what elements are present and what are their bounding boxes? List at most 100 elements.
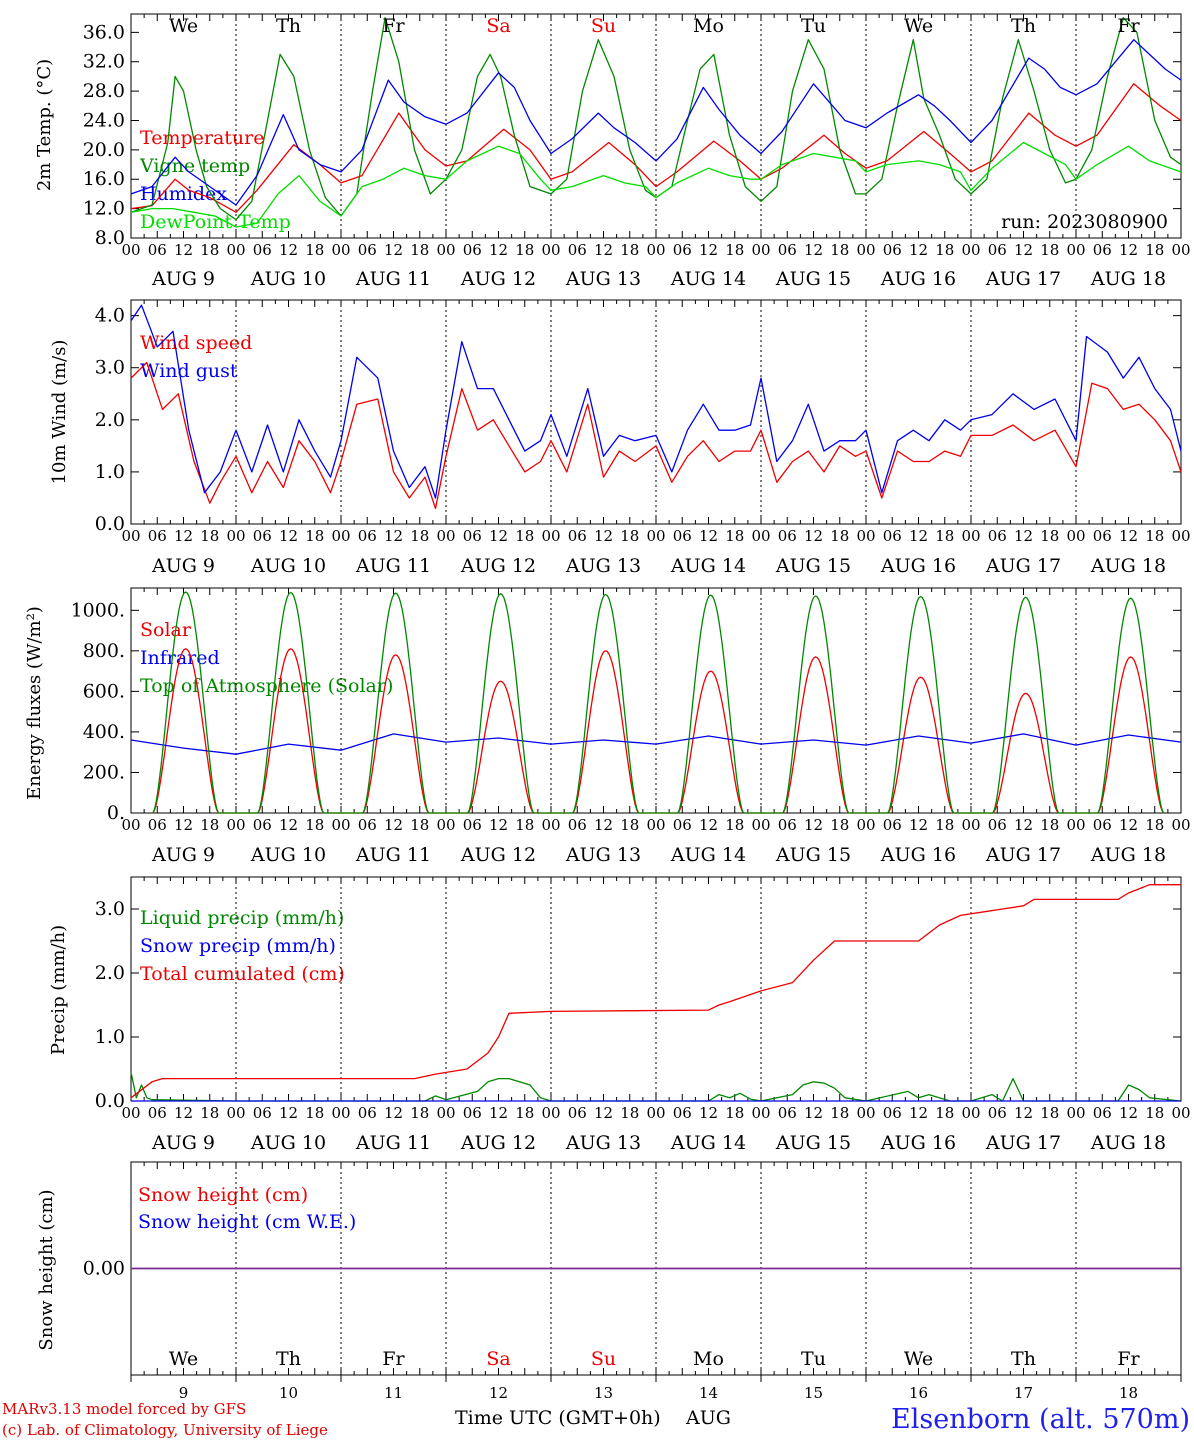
hour-tick-label: 06 bbox=[253, 816, 272, 834]
hour-tick-label: 12 bbox=[804, 816, 823, 834]
y-tick-label: 12.0 bbox=[83, 198, 125, 220]
hour-tick-label: 00 bbox=[121, 1104, 140, 1122]
hour-tick-label: 06 bbox=[778, 1104, 797, 1122]
hour-tick-label: 18 bbox=[200, 241, 219, 259]
hour-tick-label: 00 bbox=[436, 816, 455, 834]
hour-tick-label: 00 bbox=[436, 1104, 455, 1122]
hour-tick-label: 18 bbox=[410, 527, 429, 545]
date-label: AUG 12 bbox=[460, 555, 536, 577]
hour-tick-label: 00 bbox=[1066, 241, 1085, 259]
y-tick-label: 4.0 bbox=[95, 305, 125, 327]
legend-snow-height-we: Snow height (cm W.E.) bbox=[138, 1211, 356, 1233]
hour-tick-label: 06 bbox=[883, 527, 902, 545]
hour-tick-label: 18 bbox=[200, 816, 219, 834]
hour-tick-label: 12 bbox=[384, 527, 403, 545]
day-number-labels: 9 10 11 12 13 14 15 16 17 18 bbox=[130, 1375, 1182, 1402]
hour-tick-label: 00 bbox=[1066, 527, 1085, 545]
hour-tick-label: 00 bbox=[331, 241, 350, 259]
series-line-vigne-temp bbox=[130, 17, 1182, 221]
day-number-label: 16 bbox=[909, 1384, 928, 1402]
hour-tick-label: 00 bbox=[541, 527, 560, 545]
series-line-total-cumulated-cm bbox=[130, 884, 1181, 1099]
date-label: AUG 9 bbox=[151, 1132, 215, 1154]
hour-tick-label: 12 bbox=[804, 1104, 823, 1122]
legend-vigne-temp: Vigne temp bbox=[139, 155, 250, 177]
hour-tick-label: 12 bbox=[699, 816, 718, 834]
date-label: AUG 12 bbox=[460, 1132, 536, 1154]
hour-tick-label: 12 bbox=[909, 241, 928, 259]
y-tick-label: 8.0 bbox=[95, 227, 125, 249]
date-label: AUG 9 bbox=[151, 268, 215, 290]
hour-tick-label: 00 bbox=[646, 1104, 665, 1122]
date-label: AUG 16 bbox=[880, 555, 956, 577]
weekday-label: Tu bbox=[801, 15, 826, 37]
hour-tick-label: 18 bbox=[830, 1104, 849, 1122]
hour-tick-label: 12 bbox=[1014, 816, 1033, 834]
hour-tick-label: 18 bbox=[830, 241, 849, 259]
hour-tick-label: 06 bbox=[988, 527, 1007, 545]
date-label: AUG 12 bbox=[460, 844, 536, 866]
hour-tick-label: 12 bbox=[489, 1104, 508, 1122]
hour-tick-label: 06 bbox=[463, 816, 482, 834]
hour-tick-label: 12 bbox=[174, 1104, 193, 1122]
hour-tick-label: 06 bbox=[673, 1104, 692, 1122]
date-label: AUG 14 bbox=[670, 268, 746, 290]
hour-tick-label: 12 bbox=[699, 241, 718, 259]
hour-tick-label: 00 bbox=[646, 241, 665, 259]
legend-wind-gust: Wind gust bbox=[140, 360, 238, 382]
day-number-label: 18 bbox=[1119, 1384, 1138, 1402]
date-label: AUG 11 bbox=[355, 1132, 431, 1154]
y-tick-label: 200. bbox=[83, 761, 125, 783]
hour-tick-label: 00 bbox=[1066, 1104, 1085, 1122]
hour-tick-label: 12 bbox=[279, 816, 298, 834]
hour-tick-label: 12 bbox=[174, 241, 193, 259]
hour-tick-label: 12 bbox=[909, 1104, 928, 1122]
weekday-label: We bbox=[169, 15, 198, 37]
hour-tick-label: 12 bbox=[699, 1104, 718, 1122]
hour-tick-label: 06 bbox=[148, 527, 167, 545]
precip-panel: Precip (mm/h) Liquid precip (mm/h) Snow … bbox=[48, 907, 345, 1055]
date-label: AUG 10 bbox=[250, 268, 326, 290]
y-tick-label: 2.0 bbox=[95, 962, 125, 984]
hour-tick-label: 18 bbox=[935, 1104, 954, 1122]
hour-tick-label: 06 bbox=[463, 241, 482, 259]
hour-tick-label: 00 bbox=[856, 1104, 875, 1122]
hour-tick-label: 06 bbox=[568, 527, 587, 545]
hour-tick-label: 18 bbox=[1145, 1104, 1164, 1122]
hour-tick-label: 06 bbox=[253, 1104, 272, 1122]
hour-tick-label: 00 bbox=[331, 1104, 350, 1122]
y-tick-label: 0.0 bbox=[95, 1090, 125, 1112]
hour-tick-label: 06 bbox=[568, 816, 587, 834]
hour-tick-label: 06 bbox=[883, 1104, 902, 1122]
hour-tick-label: 00 bbox=[961, 527, 980, 545]
date-label: AUG 17 bbox=[985, 268, 1061, 290]
hour-tick-label: 06 bbox=[568, 241, 587, 259]
hour-tick-label: 12 bbox=[489, 527, 508, 545]
hour-tick-label: 00 bbox=[751, 816, 770, 834]
weekday-label: Fr bbox=[1117, 1348, 1140, 1370]
day-number-label: 10 bbox=[279, 1384, 298, 1402]
hour-tick-label: 18 bbox=[200, 1104, 219, 1122]
x-axis-label: Time UTC (GMT+0h) bbox=[455, 1407, 661, 1429]
hour-tick-label: 18 bbox=[620, 816, 639, 834]
y-tick-label: 32.0 bbox=[83, 51, 125, 73]
weekday-label: Mo bbox=[693, 1348, 724, 1370]
y-tick-label: 800. bbox=[83, 640, 125, 662]
weekday-labels-bottom: We Th Fr Sa Su Mo Tu We Th Fr bbox=[169, 1348, 1141, 1370]
date-label: AUG 14 bbox=[670, 1132, 746, 1154]
hour-tick-label: 18 bbox=[1145, 816, 1164, 834]
snow-ylabel: Snow height (cm) bbox=[36, 1189, 57, 1350]
weekday-label: Fr bbox=[382, 1348, 405, 1370]
temperature-ylabel: 2m Temp. (°C) bbox=[34, 59, 55, 191]
hour-tick-label: 18 bbox=[1040, 816, 1059, 834]
hour-tick-label: 00 bbox=[121, 241, 140, 259]
date-label: AUG 17 bbox=[985, 844, 1061, 866]
series-line-temperature bbox=[130, 83, 1182, 213]
hour-tick-label: 12 bbox=[594, 816, 613, 834]
run-label: run: 2023080900 bbox=[1001, 211, 1168, 233]
hour-tick-label: 06 bbox=[778, 816, 797, 834]
hour-tick-label: 00 bbox=[226, 241, 245, 259]
y-tick-label: 0. bbox=[107, 802, 125, 824]
hour-tick-label: 18 bbox=[305, 816, 324, 834]
hour-tick-label: 12 bbox=[174, 527, 193, 545]
